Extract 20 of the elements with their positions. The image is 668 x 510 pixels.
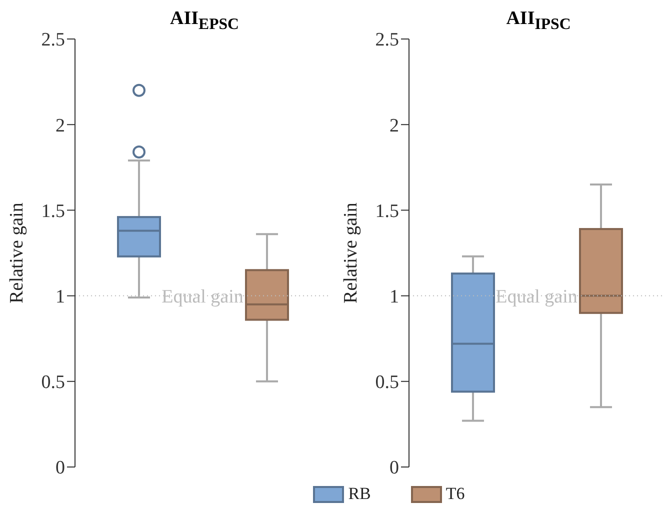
y-tick-label: 2 xyxy=(56,115,65,136)
y-tick-label: 0 xyxy=(390,458,399,479)
chart-title: AII$_{EPSC}$ xyxy=(169,8,240,34)
y-tick-label: 2.5 xyxy=(375,30,399,51)
y-tick-label: 0 xyxy=(56,458,65,479)
y-tick-label: 1.5 xyxy=(375,200,399,222)
legend-label: RB xyxy=(348,484,371,504)
y-tick-label: 2 xyxy=(390,115,399,136)
legend-label: T6 xyxy=(446,484,465,504)
y-tick-label: 2.5 xyxy=(41,30,65,51)
y-tick-label: 1.5 xyxy=(41,200,65,222)
y-tick-label: 1 xyxy=(56,286,65,308)
y-tick-label: 1 xyxy=(390,286,399,308)
y-tick-label: 0.5 xyxy=(41,372,65,394)
y-tick-label: 0.5 xyxy=(375,372,399,394)
y-axis-title: Relative gain xyxy=(340,202,362,304)
chart-title: AII$_{IPSC}$ xyxy=(505,8,572,34)
ref-line-label: Equal gain xyxy=(162,286,244,308)
ref-line-label: Equal gain xyxy=(496,286,578,308)
y-axis-title: Relative gain xyxy=(6,202,28,304)
